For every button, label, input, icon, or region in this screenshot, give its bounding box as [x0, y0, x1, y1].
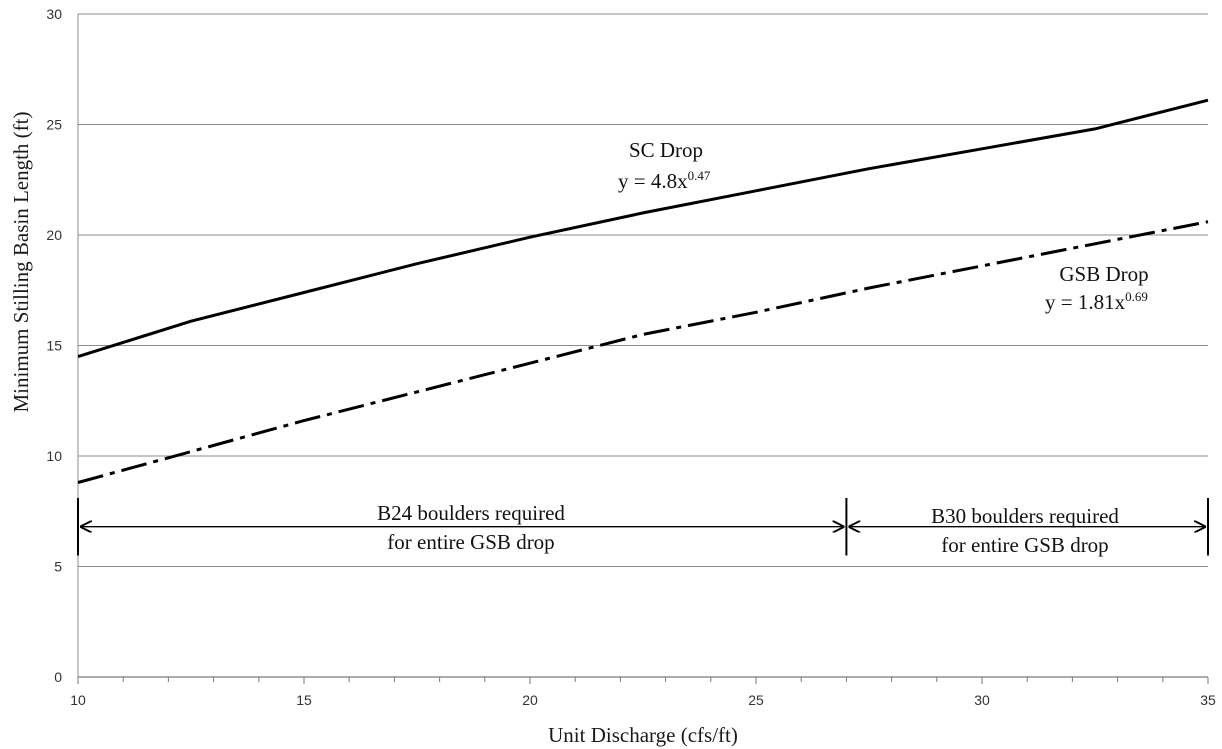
- range-b30-label-line2: for entire GSB drop: [941, 533, 1108, 557]
- y-tick-label: 15: [46, 338, 62, 354]
- y-tick-label: 25: [46, 117, 62, 133]
- x-tick-label: 10: [70, 692, 86, 708]
- sc-drop-equation-base: y = 4.8x: [618, 169, 688, 193]
- x-tick-label: 25: [748, 692, 764, 708]
- series-line-sc-drop: [77, 98, 1209, 359]
- gsb-drop-label: GSB Drop: [1059, 262, 1148, 286]
- range-layer: [77, 497, 1209, 556]
- y-tick-label: 0: [54, 669, 62, 685]
- gsb-drop-equation: y = 1.81x0.69: [1045, 289, 1148, 314]
- x-tick-label: 35: [1200, 692, 1216, 708]
- gsb-drop-equation-base: y = 1.81x: [1045, 290, 1126, 314]
- y-tick-label: 20: [46, 227, 62, 243]
- y-tick-label: 5: [54, 559, 62, 575]
- series-layer: [77, 98, 1209, 484]
- x-tick-label: 20: [522, 692, 538, 708]
- series-line-gsb-drop: [77, 220, 1209, 484]
- y-tick-label: 10: [46, 448, 62, 464]
- sc-drop-equation-exponent: 0.47: [688, 168, 711, 183]
- range-b30-label-line1: B30 boulders required: [931, 504, 1119, 528]
- axis-layer: 0 5 10 15 20 25 30 10 15 20 25 30 35: [46, 6, 1216, 708]
- grid-layer: [78, 13, 1208, 567]
- range-b24-label-line1: B24 boulders required: [377, 501, 565, 525]
- sc-drop-label: SC Drop: [629, 138, 703, 162]
- gsb-drop-equation-exponent: 0.69: [1125, 289, 1148, 304]
- range-b24-label-line2: for entire GSB drop: [387, 530, 554, 554]
- y-axis-title: Minimum Stilling Basin Length (ft): [9, 112, 33, 413]
- x-axis-title: Unit Discharge (cfs/ft): [548, 723, 738, 747]
- sc-drop-equation: y = 4.8x0.47: [618, 168, 711, 193]
- y-tick-label: 30: [46, 6, 62, 22]
- x-tick-label: 30: [974, 692, 990, 708]
- x-tick-label: 15: [296, 692, 312, 708]
